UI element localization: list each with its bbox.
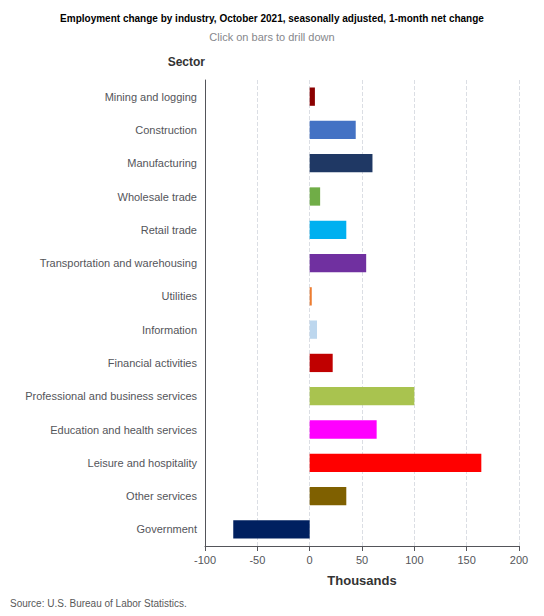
svg-text:Wholesale trade: Wholesale trade bbox=[118, 191, 198, 203]
svg-text:Employment change by industry,: Employment change by industry, October 2… bbox=[60, 13, 484, 24]
svg-text:Manufacturing: Manufacturing bbox=[127, 157, 197, 169]
svg-text:Construction: Construction bbox=[135, 124, 197, 136]
svg-text:-100: -100 bbox=[194, 554, 216, 566]
svg-text:Retail trade: Retail trade bbox=[141, 224, 197, 236]
svg-text:Source: U.S. Bureau of Labor S: Source: U.S. Bureau of Labor Statistics. bbox=[10, 598, 187, 609]
svg-text:200: 200 bbox=[510, 554, 528, 566]
svg-text:Education and health services: Education and health services bbox=[50, 424, 197, 436]
svg-text:Thousands: Thousands bbox=[327, 573, 396, 588]
svg-text:-50: -50 bbox=[249, 554, 265, 566]
svg-text:Transportation and warehousing: Transportation and warehousing bbox=[40, 257, 197, 269]
svg-text:Leisure and hospitality: Leisure and hospitality bbox=[88, 457, 198, 469]
svg-text:0: 0 bbox=[307, 554, 313, 566]
svg-text:Sector: Sector bbox=[168, 55, 206, 69]
svg-text:Professional and business serv: Professional and business services bbox=[25, 390, 197, 402]
svg-text:Mining and logging: Mining and logging bbox=[105, 91, 197, 103]
svg-text:Government: Government bbox=[136, 523, 197, 535]
svg-text:Financial activities: Financial activities bbox=[108, 357, 198, 369]
svg-text:100: 100 bbox=[405, 554, 423, 566]
svg-text:150: 150 bbox=[457, 554, 475, 566]
svg-text:50: 50 bbox=[356, 554, 368, 566]
svg-text:Other services: Other services bbox=[126, 490, 197, 502]
svg-text:Click on bars to drill down: Click on bars to drill down bbox=[209, 31, 334, 43]
svg-text:Utilities: Utilities bbox=[162, 290, 198, 302]
svg-text:Information: Information bbox=[142, 324, 197, 336]
